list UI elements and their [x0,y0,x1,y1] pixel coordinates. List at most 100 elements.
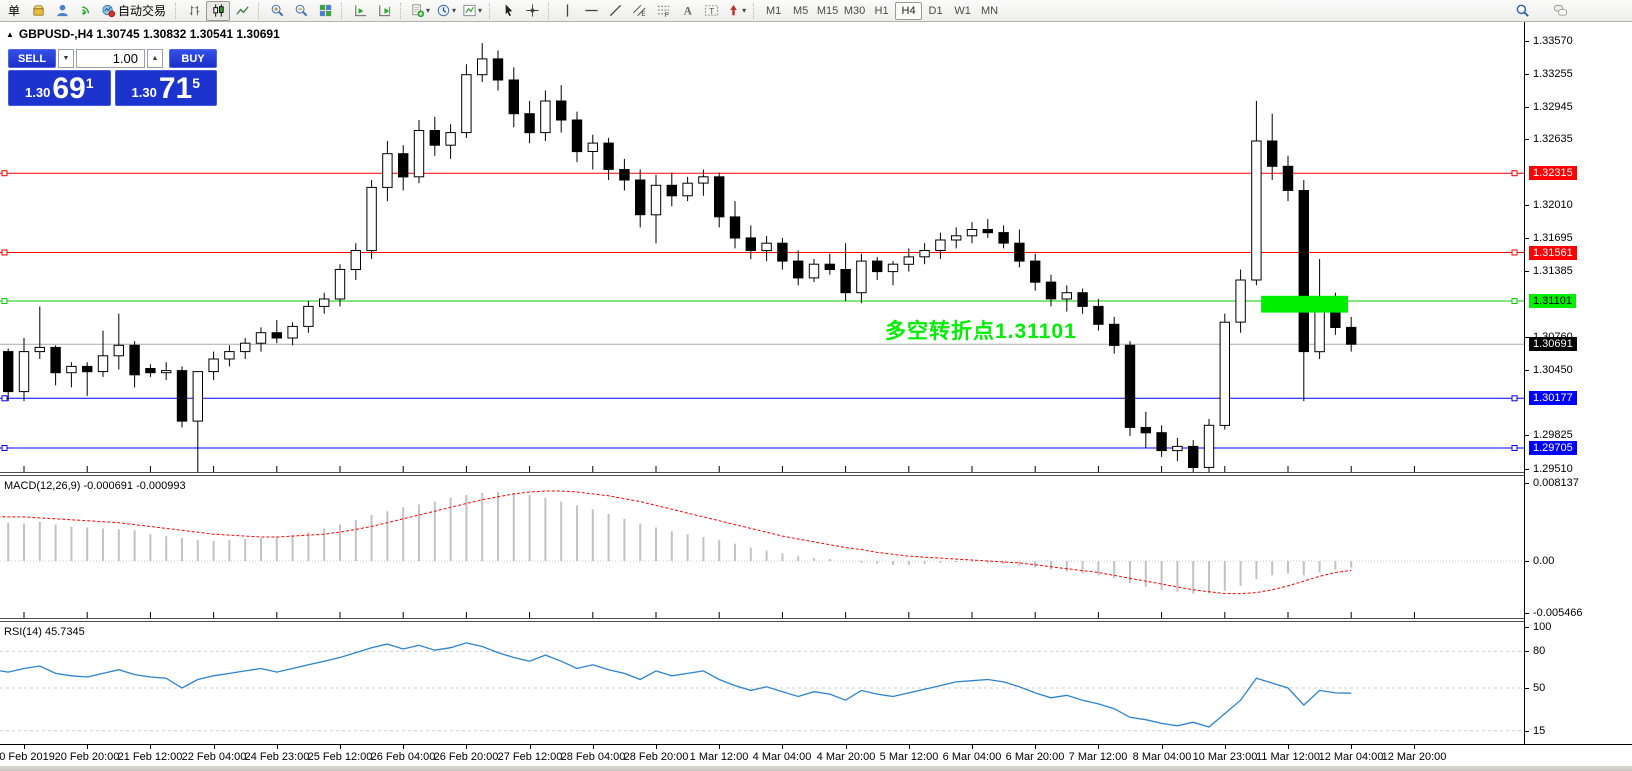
collapse-icon[interactable]: ▲ [6,29,14,39]
line-chart-mode-button[interactable] [230,1,254,21]
line-handle[interactable] [1511,395,1518,402]
timeframe-m15[interactable]: M15 [816,4,839,17]
autotrading-button[interactable]: 自动交易 [98,1,171,21]
new-order-button[interactable]: 单 [2,1,26,21]
rsi-panel-canvas[interactable] [0,622,1524,744]
profile-button[interactable] [50,1,74,21]
candle [698,176,709,184]
auto-scroll-button[interactable] [348,1,372,21]
main-chart-canvas[interactable] [0,22,1524,472]
candle [714,176,725,218]
order-tile-button[interactable] [26,1,50,21]
panel-separator[interactable] [0,618,1632,622]
timeframe-m5[interactable]: M5 [792,4,809,17]
dropdown-caret-icon[interactable]: ▾ [742,6,747,15]
buy-price-pip: 5 [192,75,200,91]
sell-price-button[interactable]: 1.30 69 1 [8,70,111,106]
line-handle[interactable] [1511,298,1518,304]
time-tick-label: 28 Feb 20:00 [623,751,689,763]
volume-decrease-button[interactable]: ▼ [58,49,74,68]
cursor-button[interactable] [496,1,520,21]
time-tick-label: 11 Mar 12:00 [1255,751,1320,763]
line-handle[interactable] [1,298,8,304]
macd-signal-line [0,490,1352,595]
candle [1156,432,1167,452]
panel-separator[interactable] [0,472,1632,476]
price-axis[interactable]: 1.33570 1.33255 1.32945 1.32635 1.32010 1.316… [1524,22,1632,744]
fibonacci-button[interactable]: F [651,1,675,21]
chart-shift-button[interactable] [372,1,396,21]
dropdown-caret-icon[interactable]: ▾ [478,6,483,15]
buy-price-prefix: 1.30 [131,85,157,100]
candle [650,184,662,216]
bar-chart-mode-button[interactable] [182,1,206,21]
trendline-button[interactable] [603,1,627,21]
macd-axis-label: 0.008137 [1533,477,1579,489]
candle [145,368,156,374]
axis-tick [1525,238,1529,239]
horizontal-line-button[interactable] [579,1,603,21]
macd-panel-canvas[interactable] [0,476,1524,618]
price-tick-label: 1.31385 [1533,265,1573,277]
trendline-icon [609,4,621,17]
timeframe-w1[interactable]: W1 [954,4,971,17]
price-tick-label: 1.29825 [1533,429,1573,441]
line-handle[interactable] [1511,249,1518,256]
candle [461,74,472,134]
candle [1093,305,1104,325]
candle [951,235,962,241]
line-handle[interactable] [1,249,8,256]
timeframe-m30[interactable]: M30 [843,4,866,17]
timeframe-mn[interactable]: MN [981,4,999,17]
indicators-button[interactable]: ▾ [407,1,433,21]
equidistant-channel-button[interactable]: E [627,1,651,21]
line-handle[interactable] [1,170,8,177]
text-button[interactable]: A [675,1,699,21]
time-tick-label: 26 Feb 04:00 [370,751,436,763]
crosshair-button[interactable] [520,1,544,21]
rsi-axis-label: 50 [1533,682,1546,694]
timeframe-d1[interactable]: D1 [928,4,943,17]
candle [1298,190,1309,353]
vertical-line-button[interactable] [555,1,579,21]
rsi-indicator-label: RSI(14) 45.7345 [4,626,85,638]
text-label-button[interactable]: T [699,1,723,21]
volume-input[interactable] [76,49,145,68]
line-handle[interactable] [1,395,8,402]
arrows-button[interactable]: ▾ [723,1,749,21]
line-handle[interactable] [1511,445,1518,451]
periods-button[interactable]: ▾ [433,1,459,21]
highlight-rectangle[interactable] [1261,295,1348,313]
zoom-in-button[interactable] [265,1,289,21]
time-tick-label: 20 Feb 20:00 [54,751,120,763]
candlestick-mode-button[interactable] [206,0,231,21]
line-handle[interactable] [1,445,8,451]
candle [935,239,946,251]
chat-button[interactable] [1548,1,1572,21]
buy-price-button[interactable]: 1.30 71 5 [114,70,217,106]
buy-button[interactable]: BUY [169,49,217,68]
sell-button[interactable]: SELL [8,49,56,68]
templates-button[interactable]: ▾ [459,1,485,21]
horizontal-line-icon [584,9,598,12]
search-button[interactable] [1510,1,1534,21]
time-tick-label: 7 Mar 12:00 [1068,751,1128,763]
dropdown-caret-icon[interactable]: ▾ [452,6,457,15]
signals-button[interactable] [74,1,98,21]
candle [1077,292,1088,307]
line-handle[interactable] [1511,170,1518,177]
candle [334,269,346,300]
timeframe-h1[interactable]: H1 [874,4,889,17]
volume-increase-button[interactable]: ▲ [147,49,163,68]
timeframe-h4[interactable]: H4 [895,1,923,20]
buy-price-main: 71 [158,72,193,105]
candle [619,169,630,181]
candle [1030,260,1041,283]
timeframe-m1[interactable]: M1 [765,4,782,17]
tile-windows-button[interactable] [313,1,337,21]
zoom-out-button[interactable] [289,1,313,21]
dropdown-caret-icon[interactable]: ▾ [426,6,431,15]
candle [303,305,314,327]
chart-annotation-text[interactable]: 多空转折点1.31101 [885,320,1077,343]
